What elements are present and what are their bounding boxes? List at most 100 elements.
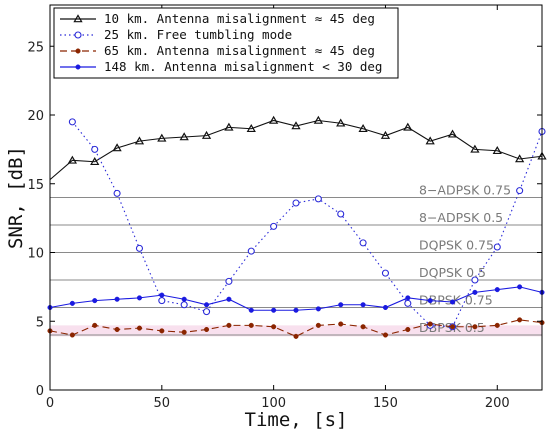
- data-point-circle: [225, 277, 233, 285]
- series-3: [47, 317, 545, 339]
- data-point-triangle: [201, 130, 212, 139]
- data-point-dot: [360, 324, 366, 330]
- data-point-triangle: [112, 143, 122, 152]
- data-point-dot: [69, 332, 75, 338]
- data-point-triangle: [134, 136, 145, 145]
- legend-entry: 65 km. Antenna misalignment ≈ 45 deg: [104, 43, 375, 58]
- data-point-circle: [113, 189, 121, 197]
- data-point-dot: [449, 324, 456, 330]
- data-point-circle: [270, 222, 278, 230]
- data-point-triangle: [425, 136, 435, 145]
- data-point-dot: [382, 332, 389, 338]
- data-point-triangle: [515, 154, 525, 163]
- data-point-dot: [226, 322, 232, 328]
- data-point-dot: [114, 326, 120, 333]
- data-point-dot: [315, 322, 321, 328]
- legend-box: [53, 7, 399, 79]
- data-point-circle: [158, 297, 166, 305]
- data-point-dot: [382, 304, 389, 311]
- data-point-dot: [203, 302, 210, 308]
- data-point-circle: [516, 187, 524, 195]
- data-point-circle: [292, 199, 300, 207]
- data-point-dot: [271, 307, 277, 313]
- data-point-dot: [92, 322, 98, 328]
- data-point-dot: [293, 333, 299, 339]
- x-tick-label: 150: [373, 396, 398, 411]
- data-point-circle: [337, 210, 345, 218]
- x-tick-label: 200: [485, 396, 510, 411]
- data-point-circle: [74, 31, 82, 39]
- series-layer: [47, 115, 547, 339]
- legend-entry: 25 km. Free tumbling mode: [104, 27, 292, 42]
- data-point-dot: [203, 326, 210, 333]
- data-point-triangle: [492, 145, 502, 155]
- data-point-triangle: [380, 130, 391, 139]
- data-point-triangle: [90, 156, 100, 166]
- series-line: [49, 319, 543, 337]
- data-point-circle: [493, 243, 501, 251]
- data-point-triangle: [179, 132, 189, 141]
- data-point-circle: [471, 276, 479, 284]
- data-point-circle: [68, 118, 76, 126]
- y-tick-label: 5: [36, 315, 44, 330]
- data-point-triangle: [73, 14, 83, 23]
- threshold-label: DQPSK 0.75: [419, 238, 494, 253]
- data-point-dot: [293, 307, 299, 313]
- series-4: [47, 284, 545, 313]
- x-axis-label: Time, [s]: [245, 409, 348, 431]
- x-tick-label: 0: [46, 396, 54, 411]
- threshold-label: DQPSK 0.5: [419, 265, 486, 280]
- data-point-triangle: [157, 133, 167, 142]
- y-tick-label: 15: [27, 178, 44, 193]
- data-point-dot: [114, 296, 120, 302]
- legend-entry: 10 km. Antenna misalignment ≈ 45 deg: [104, 11, 375, 26]
- data-point-circle: [359, 239, 367, 247]
- legend-entry: 148 km. Antenna misalignment < 30 deg: [104, 59, 382, 74]
- data-point-triangle: [291, 121, 301, 130]
- data-point-dot: [494, 322, 500, 328]
- data-point-triangle: [246, 123, 256, 133]
- data-point-dot: [517, 317, 523, 323]
- data-point-dot: [472, 289, 478, 295]
- series-line: [49, 119, 543, 181]
- data-point-dot: [494, 287, 500, 293]
- data-point-circle: [135, 244, 144, 252]
- data-point-triangle: [470, 144, 480, 153]
- data-point-dot: [315, 306, 321, 312]
- data-point-dot: [248, 307, 254, 313]
- axis-ticks: 0 50 100 150 200 0 5 10 15 20 25: [27, 5, 542, 411]
- data-point-circle: [404, 299, 412, 307]
- data-point-dot: [338, 321, 344, 327]
- data-point-circle: [381, 269, 390, 277]
- data-point-dot: [181, 296, 187, 302]
- data-point-circle: [202, 308, 211, 316]
- threshold-layer: 8−ADPSK 0.75 8−ADPSK 0.5 DQPSK 0.75 DQPSK 0…: [50, 183, 542, 337]
- plot-area-frame: [49, 4, 543, 391]
- data-point-dot: [181, 329, 187, 335]
- data-point-dot: [248, 322, 254, 328]
- data-point-circle: [180, 301, 188, 309]
- data-point-triangle: [336, 118, 346, 127]
- data-point-triangle: [224, 122, 234, 131]
- data-point-triangle: [67, 155, 77, 164]
- data-point-dot: [338, 302, 344, 308]
- y-axis-label: SNR, [dB]: [5, 146, 27, 249]
- data-point-dot: [159, 292, 165, 298]
- data-point-dot: [360, 302, 366, 308]
- data-point-circle: [314, 195, 322, 203]
- series-1: [49, 115, 547, 181]
- data-point-triangle: [447, 129, 458, 138]
- data-point-triangle: [313, 115, 323, 124]
- data-point-dot: [271, 324, 277, 330]
- data-point-dot: [427, 321, 433, 327]
- data-point-dot: [427, 298, 433, 304]
- threshold-label: 8−ADPSK 0.75: [419, 183, 511, 198]
- data-point-dot: [517, 284, 523, 290]
- data-point-circle: [91, 145, 99, 153]
- threshold-band: [50, 325, 542, 337]
- data-point-dot: [159, 328, 165, 334]
- data-point-dot: [75, 48, 81, 54]
- data-point-dot: [136, 295, 143, 301]
